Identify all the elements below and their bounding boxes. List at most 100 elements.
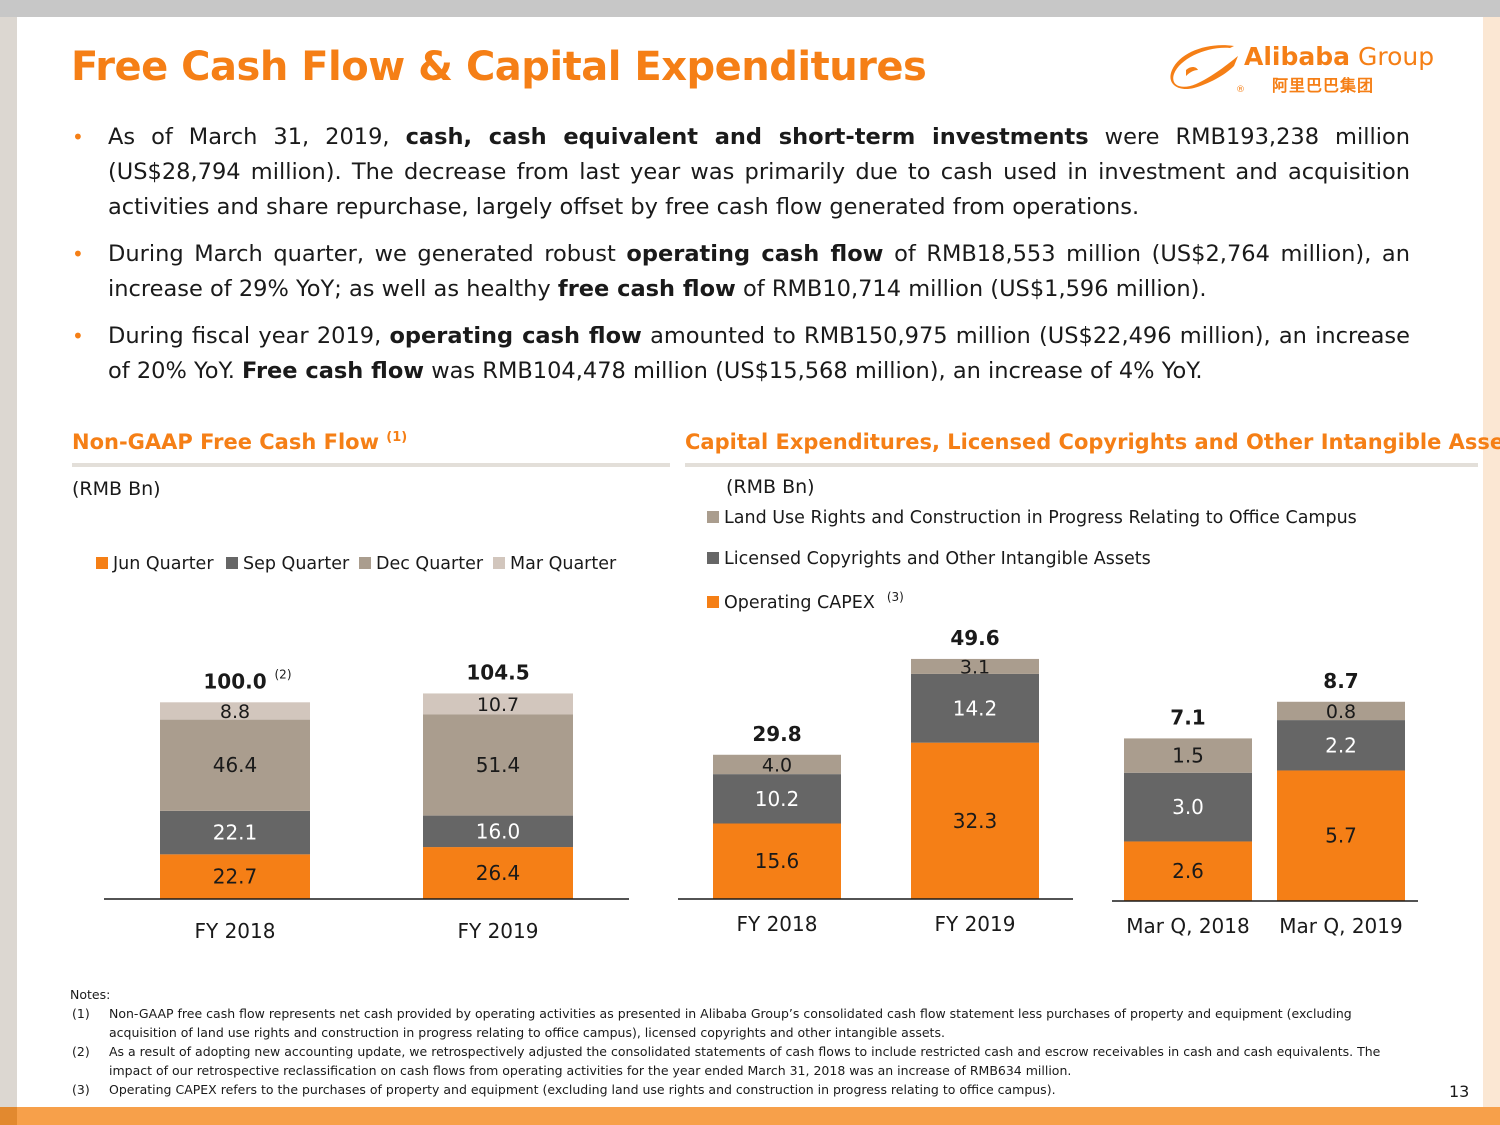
bar-value-label: 10.2	[755, 787, 800, 811]
legend-swatch	[226, 557, 238, 569]
bar-total-label: 104.5	[466, 660, 529, 684]
bar-value-label: 4.0	[762, 754, 792, 776]
legend-label: Land Use Rights and Construction in Prog…	[724, 508, 1357, 528]
bullet-text: During fiscal year 2019,	[108, 323, 390, 349]
legend-label: Operating CAPEX	[724, 592, 875, 613]
bullet-item: • As of March 31, 2019, cash, cash equiva…	[72, 120, 1410, 225]
bar-segment	[160, 702, 310, 720]
bar-value-label: 1.5	[1172, 744, 1204, 768]
bullet-dot-icon: •	[72, 324, 84, 348]
alibaba-logo: ® Alibaba Group 阿里巴巴集团	[1168, 40, 1468, 96]
legend-swatch	[707, 552, 719, 564]
footnote-text: As a result of adopting new accounting u…	[109, 1044, 1381, 1078]
left-section-divider	[72, 463, 670, 467]
legend-item: Jun Quarter	[96, 554, 214, 574]
legend-swatch	[493, 557, 505, 569]
legend-item: Dec Quarter	[359, 554, 483, 574]
bullet-text: was RMB104,478 million (US$15,568 millio…	[424, 358, 1203, 384]
bullet-text: of RMB18,553 million (US$2,764 million),…	[108, 241, 1410, 302]
legend-label: Sep Quarter	[243, 554, 350, 574]
notes-heading: Notes:	[70, 987, 111, 1002]
footnote-item: (3) Operating CAPEX refers to the purchas…	[70, 1080, 1400, 1099]
bar-value-label: 3.1	[960, 656, 990, 678]
footnote-item: (2) As a result of adopting new accountin…	[70, 1042, 1400, 1080]
bullet-bold-text: operating cash flow	[626, 241, 884, 267]
legend-swatch	[707, 595, 719, 608]
bar-value-label: 2.6	[1172, 859, 1204, 883]
bar-segment	[911, 673, 1039, 743]
bar-value-label: 51.4	[476, 753, 521, 777]
page-number: 13	[1449, 1082, 1470, 1101]
bullet-text: of RMB10,714 million (US$1,596 million).	[735, 276, 1207, 302]
legend-label: Mar Quarter	[510, 554, 617, 574]
footnote-text: Non-GAAP free cash flow represents net c…	[109, 1006, 1352, 1040]
legend-label: Dec Quarter	[376, 554, 484, 574]
bullet-bold-text: free cash flow	[557, 276, 736, 302]
legend-swatch	[707, 511, 719, 523]
bar-value-label: 0.8	[1326, 701, 1356, 723]
category-tick-label: FY 2019	[935, 912, 1016, 936]
bar-value-label: 2.2	[1325, 733, 1357, 757]
logo-wordmark: Alibaba Group	[1244, 42, 1435, 71]
bullet-bold-text: operating cash flow	[389, 323, 642, 349]
legend-item: Sep Quarter	[226, 554, 349, 574]
svg-text:®: ®	[1236, 85, 1245, 95]
bar-segment	[1124, 772, 1252, 842]
bar-segment	[713, 754, 841, 775]
alibaba-logo-icon: ®	[1170, 45, 1245, 95]
bar-value-label: 46.4	[213, 753, 258, 777]
left-border-bar	[0, 17, 17, 1107]
bar-segment	[713, 774, 841, 824]
category-tick-label: Mar Q, 2018	[1126, 914, 1249, 938]
footnote-number: (1)	[72, 1006, 90, 1021]
category-tick-label: FY 2019	[458, 919, 539, 943]
bottom-border-accent	[0, 1107, 17, 1125]
bar-value-label: 8.8	[220, 701, 250, 723]
bullet-item: • During fiscal year 2019, operating cash…	[72, 319, 1410, 389]
footnote-number: (3)	[72, 1082, 90, 1097]
category-tick-label: FY 2018	[195, 919, 276, 943]
bar-segment	[911, 742, 1039, 899]
bar-segment	[423, 714, 573, 816]
bullet-text: amounted to RMB150,975 million (US$22,49…	[108, 323, 1411, 384]
right-section-divider	[685, 463, 1478, 467]
bar-value-label: 26.4	[476, 861, 521, 885]
category-tick-label: Mar Q, 2019	[1279, 914, 1402, 938]
bar-segment	[423, 847, 573, 899]
bar-segment	[713, 823, 841, 899]
bar-segment	[1124, 738, 1252, 773]
bullet-text: During March quarter, we generated robus…	[108, 241, 627, 267]
bar-total-label: 7.1	[1170, 705, 1205, 729]
bar-total-label: 100.0	[203, 669, 266, 693]
footnote-number: (2)	[72, 1044, 90, 1059]
bullet-bold-text: cash, cash equivalent and short-term inv…	[405, 124, 1089, 150]
footnote-item: (1) Non-GAAP free cash flow represents ne…	[70, 1004, 1400, 1042]
bar-total-label: 29.8	[752, 722, 801, 746]
bar-total-note: (2)	[275, 667, 292, 681]
bar-segment	[160, 719, 310, 811]
bar-value-label: 10.7	[477, 694, 519, 716]
bullet-dot-icon: •	[72, 125, 84, 149]
footnote-text: Operating CAPEX refers to the purchases …	[109, 1082, 1056, 1097]
bullet-text: As of March 31, 2019,	[108, 124, 406, 150]
bar-segment	[423, 693, 573, 715]
footnotes: Notes: (1) Non-GAAP free cash flow repres…	[70, 985, 1400, 1099]
legend-item: Operating CAPEX (3)	[707, 590, 904, 613]
right-unit-label: (RMB Bn)	[726, 476, 815, 498]
bar-value-label: 5.7	[1325, 824, 1357, 848]
logo-chinese: 阿里巴巴集团	[1272, 76, 1375, 95]
left-section-title: Non-GAAP Free Cash Flow (1)	[72, 430, 408, 454]
bullet-bold-text: Free cash flow	[242, 358, 425, 384]
bar-segment	[160, 854, 310, 899]
bar-total-label: 49.6	[950, 626, 999, 650]
bar-segment	[1277, 701, 1405, 721]
bottom-border-bar	[0, 1107, 1500, 1125]
bullet-dot-icon: •	[72, 242, 84, 266]
legend-label: Jun Quarter	[113, 554, 214, 574]
bullet-item: • During March quarter, we generated robu…	[72, 237, 1410, 307]
category-tick-label: FY 2018	[737, 912, 818, 936]
bar-value-label: 3.0	[1172, 795, 1204, 819]
bullet-list: • As of March 31, 2019, cash, cash equiva…	[72, 120, 1410, 401]
bar-value-label: 15.6	[755, 849, 800, 873]
bar-total-label: 8.7	[1323, 669, 1358, 693]
